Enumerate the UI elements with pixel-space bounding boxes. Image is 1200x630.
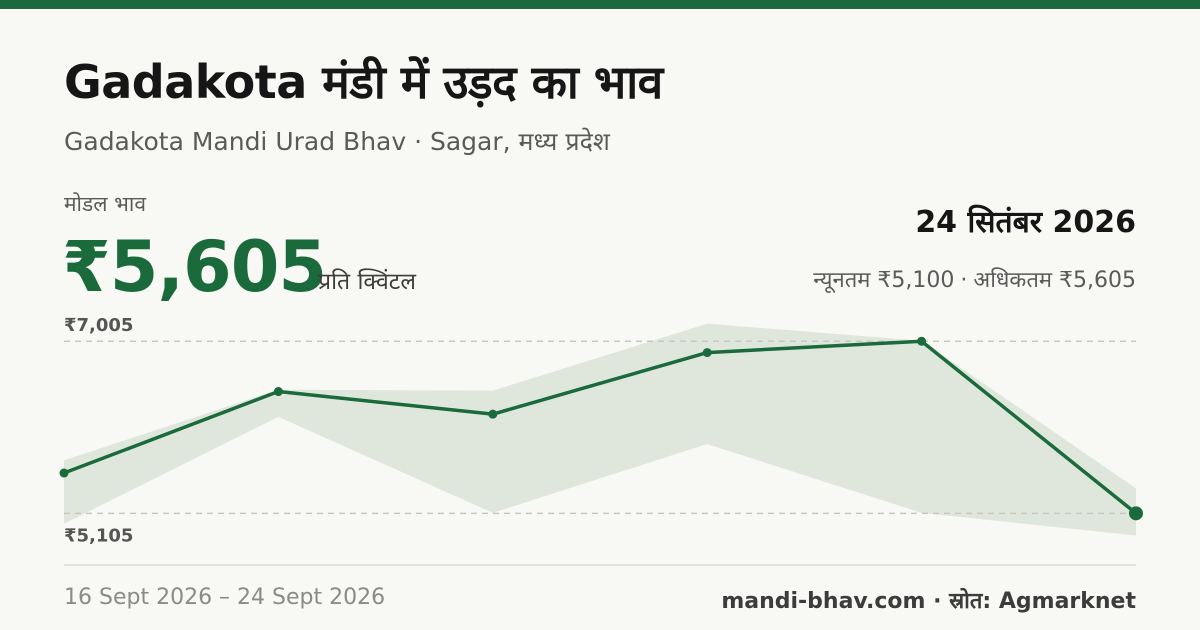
- reference-label: ₹7,005: [64, 315, 133, 336]
- data-point: [1129, 506, 1143, 521]
- source-credit: mandi-bhav.com · स्रोत: Agmarknet: [721, 589, 1136, 614]
- price-date: 24 सितंबर 2026: [915, 205, 1136, 240]
- data-point: [273, 387, 283, 397]
- data-point: [917, 336, 927, 346]
- price-unit: प्रति क्विंटल: [318, 269, 416, 295]
- range-separator: ·: [960, 268, 968, 293]
- footer-divider: [64, 564, 1136, 566]
- data-point: [59, 468, 69, 478]
- date-range: 16 Sept 2026 – 24 Sept 2026: [64, 585, 386, 610]
- price-trend-chart: ₹7,005 ₹5,105: [59, 315, 1143, 546]
- price-line: [63, 339, 1138, 515]
- data-point: [488, 409, 498, 419]
- page-title: Gadakota मंडी में उड़द का भाव: [64, 55, 663, 109]
- max-price: अधिकतम ₹5,605: [973, 268, 1136, 293]
- data-point: [702, 348, 712, 358]
- min-price: न्यूनतम ₹5,100: [813, 268, 955, 293]
- modal-price-value: ₹5,605: [62, 226, 327, 308]
- price-range: न्यूनतम ₹5,100 · अधिकतम ₹5,605: [813, 264, 1136, 294]
- top-accent-bar: [0, 0, 1200, 9]
- page-subtitle: Gadakota Mandi Urad Bhav · Sagar, मध्य प…: [64, 127, 610, 156]
- modal-price-label: मोडल भाव: [64, 192, 147, 216]
- price-range-band: [64, 323, 1136, 536]
- reference-label: ₹5,105: [64, 525, 133, 546]
